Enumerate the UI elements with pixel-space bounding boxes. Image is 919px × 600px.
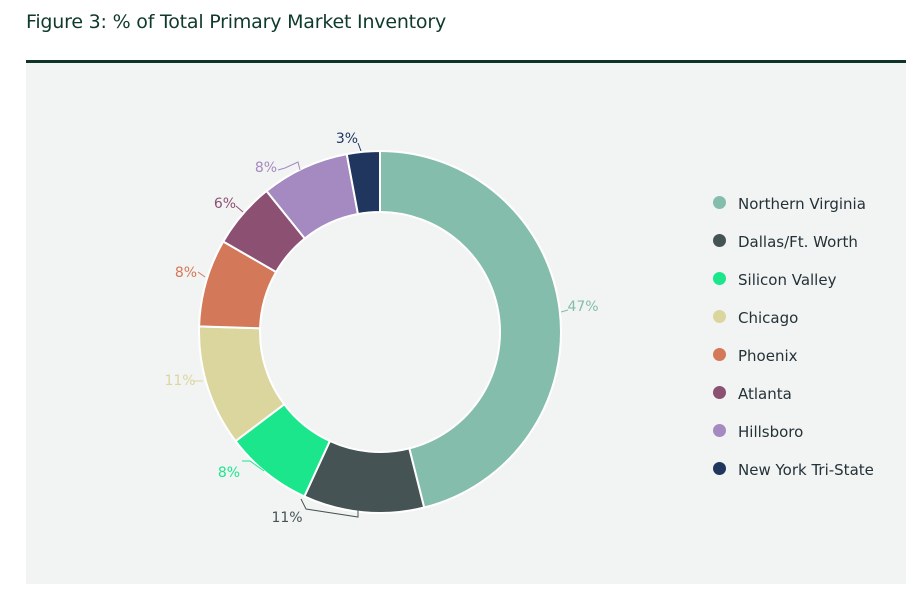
leader-line [235, 205, 244, 213]
legend-item: Chicago [712, 306, 892, 330]
legend-swatch [713, 348, 726, 361]
legend-item: Dallas/Ft. Worth [712, 230, 892, 254]
legend-swatch [713, 386, 726, 399]
leader-line [277, 161, 301, 171]
leader-line [300, 498, 359, 518]
legend-label: Dallas/Ft. Worth [738, 233, 858, 251]
chart-legend: Northern Virginia Dallas/Ft. Worth Silicon… [712, 192, 892, 496]
legend-item: Northern Virginia [712, 192, 892, 216]
leader-line [357, 142, 362, 152]
data-label: 8% [218, 465, 240, 481]
leader-line [560, 309, 569, 313]
legend-item: New York Tri-State [712, 458, 892, 482]
legend-label: New York Tri-State [738, 461, 874, 479]
legend-swatch [713, 462, 726, 475]
data-label: 6% [214, 196, 236, 212]
legend-label: Atlanta [738, 385, 792, 403]
legend-swatch [713, 234, 726, 247]
data-label: 8% [255, 160, 277, 176]
chart-title: Figure 3: % of Total Primary Market Inve… [26, 11, 447, 33]
data-label: 11% [164, 373, 195, 389]
data-label: 3% [336, 131, 358, 147]
legend-item: Hillsboro [712, 420, 892, 444]
legend-swatch [713, 272, 726, 285]
legend-label: Chicago [738, 309, 799, 327]
legend-item: Phoenix [712, 344, 892, 368]
leader-line [242, 460, 265, 472]
leader-line [197, 271, 206, 278]
slice-new-york-tri-state [345, 149, 381, 216]
data-label: 47% [567, 299, 598, 315]
legend-label: Phoenix [738, 347, 798, 365]
data-label: 11% [271, 510, 302, 526]
legend-label: Hillsboro [738, 423, 804, 441]
legend-swatch [713, 424, 726, 437]
chart-panel [26, 63, 906, 584]
legend-swatch [713, 196, 726, 209]
legend-label: Northern Virginia [738, 195, 866, 213]
legend-item: Atlanta [712, 382, 892, 406]
slice-northern-virginia [379, 149, 562, 509]
title-rule [26, 60, 906, 63]
legend-label: Silicon Valley [738, 271, 837, 289]
data-label: 8% [175, 265, 197, 281]
legend-item: Silicon Valley [712, 268, 892, 292]
legend-swatch [713, 310, 726, 323]
